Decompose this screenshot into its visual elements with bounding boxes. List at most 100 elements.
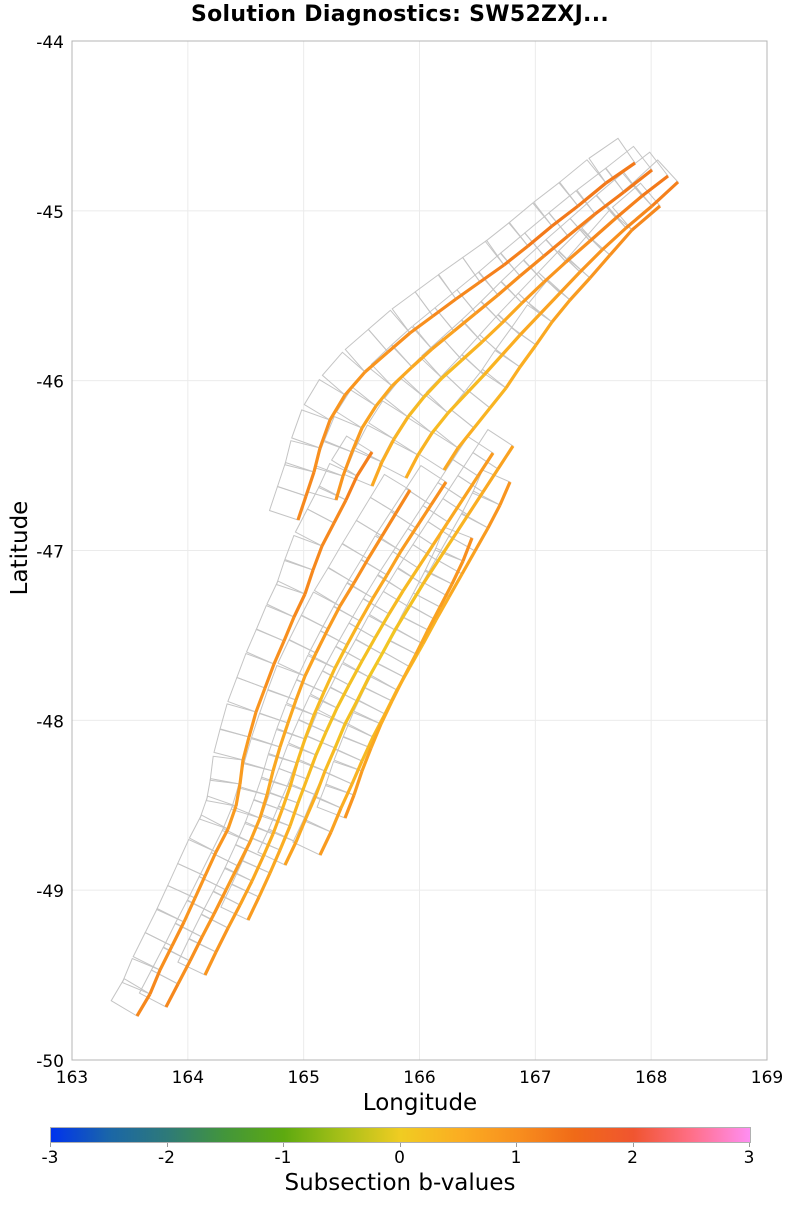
- subsection-trace: [214, 927, 230, 953]
- x-tick-label: 169: [751, 1068, 783, 1088]
- subsection-trace: [280, 786, 292, 811]
- subsection-trace: [333, 644, 349, 669]
- subsection-trace: [401, 567, 420, 592]
- subsection-trace: [422, 376, 444, 399]
- subsection-trace: [224, 865, 240, 891]
- subsection-trace: [608, 228, 634, 257]
- x-tick-label: 168: [635, 1068, 667, 1088]
- subsection-trace: [641, 174, 669, 198]
- colorbar-tick-label: 3: [743, 1148, 755, 1168]
- subsection-trace: [296, 778, 309, 804]
- subsection-trace: [303, 714, 316, 740]
- subsection-trace: [360, 747, 373, 772]
- y-tick-label: -50: [36, 1052, 64, 1072]
- subsection-trace: [238, 880, 254, 906]
- subsection-trace: [455, 280, 481, 301]
- colorbar-tick: [399, 1143, 401, 1147]
- subsection-trace: [518, 312, 542, 337]
- subsection-trace: [380, 438, 396, 463]
- subsection-cell: [209, 755, 244, 785]
- subsection-trace: [328, 394, 347, 421]
- subsection-trace: [369, 723, 383, 749]
- subsection-trace: [564, 239, 592, 264]
- subsection-trace: [314, 731, 328, 756]
- y-tick-label: -49: [36, 882, 64, 902]
- subsection-trace: [416, 432, 434, 456]
- subsection-trace: [614, 194, 644, 220]
- subsection-trace: [386, 331, 412, 354]
- subsection-trace: [480, 321, 504, 344]
- subsection-trace: [345, 620, 362, 646]
- subsection-trace: [164, 983, 180, 1008]
- subsection-trace: [226, 805, 238, 830]
- subsection-trace: [271, 809, 284, 835]
- subsection-trace: [193, 875, 207, 899]
- subsection-trace: [271, 746, 282, 772]
- subsection-trace: [450, 560, 465, 585]
- y-tick-label: -45: [36, 203, 64, 223]
- colorbar-tick-label: -2: [158, 1148, 175, 1168]
- subsection-trace: [594, 190, 625, 216]
- subsection-trace: [429, 481, 448, 506]
- subsection-trace: [247, 711, 258, 738]
- subsection-trace: [234, 783, 242, 807]
- subsection-trace: [226, 904, 242, 929]
- subsection-trace: [344, 475, 359, 501]
- subsection-trace: [434, 596, 451, 621]
- subsection-trace: [387, 590, 405, 615]
- subsection-trace: [393, 606, 411, 631]
- subsection-trace: [520, 280, 546, 305]
- subsection-trace: [265, 770, 275, 796]
- subsection-trace: [518, 254, 546, 278]
- subsection-trace: [474, 293, 500, 315]
- x-axis-label: Longitude: [362, 1090, 478, 1116]
- subsection-trace: [630, 204, 662, 232]
- subsection-trace: [451, 514, 470, 539]
- subsection-trace: [343, 700, 359, 725]
- subsection-trace: [294, 817, 308, 843]
- colorbar-tick: [516, 1143, 517, 1147]
- subsection-trace: [446, 392, 468, 415]
- subsection-trace: [318, 831, 333, 856]
- subsection-trace: [358, 597, 375, 622]
- y-tick-label: -44: [36, 33, 64, 53]
- subsection-trace: [371, 574, 389, 599]
- subsection-trace: [303, 569, 315, 595]
- subsection-trace: [272, 640, 286, 665]
- subsection-trace: [496, 445, 515, 470]
- subsection-trace: [385, 550, 403, 576]
- subsection-trace: [624, 204, 654, 230]
- subsection-trace: [278, 722, 290, 748]
- subsection-trace: [430, 329, 456, 351]
- subsection-trace: [576, 181, 608, 208]
- subsection-trace: [380, 512, 398, 537]
- subsection-trace: [366, 535, 384, 560]
- subsection-trace: [355, 676, 371, 702]
- subsection-trace: [148, 969, 162, 995]
- subsection-trace: [370, 461, 384, 487]
- x-tick-label: 164: [172, 1068, 204, 1088]
- x-tick-label: 167: [519, 1068, 551, 1088]
- subsection-trace: [588, 216, 618, 243]
- subsection-trace: [341, 451, 354, 477]
- subsection-trace: [605, 161, 636, 185]
- subsection-trace: [456, 427, 476, 449]
- subsection-trace: [350, 760, 364, 785]
- subsection-trace: [295, 738, 307, 764]
- subsection-trace: [466, 491, 485, 516]
- subsection-trace: [334, 475, 345, 501]
- subsection-trace: [360, 405, 378, 429]
- subsection-trace: [268, 849, 282, 874]
- subsection-trace: [250, 856, 265, 882]
- subsection-trace: [363, 350, 390, 374]
- subsection-trace: [414, 504, 433, 529]
- subsection-trace: [182, 897, 197, 923]
- subsection-trace: [438, 583, 454, 608]
- subsection-trace: [339, 783, 354, 809]
- subsection-trace: [238, 759, 245, 785]
- subsection-trace: [399, 527, 418, 552]
- subsection-trace: [500, 333, 522, 357]
- subsection-trace: [292, 593, 307, 618]
- colorbar-tick-label: 1: [510, 1148, 522, 1168]
- subsection-trace: [430, 412, 450, 434]
